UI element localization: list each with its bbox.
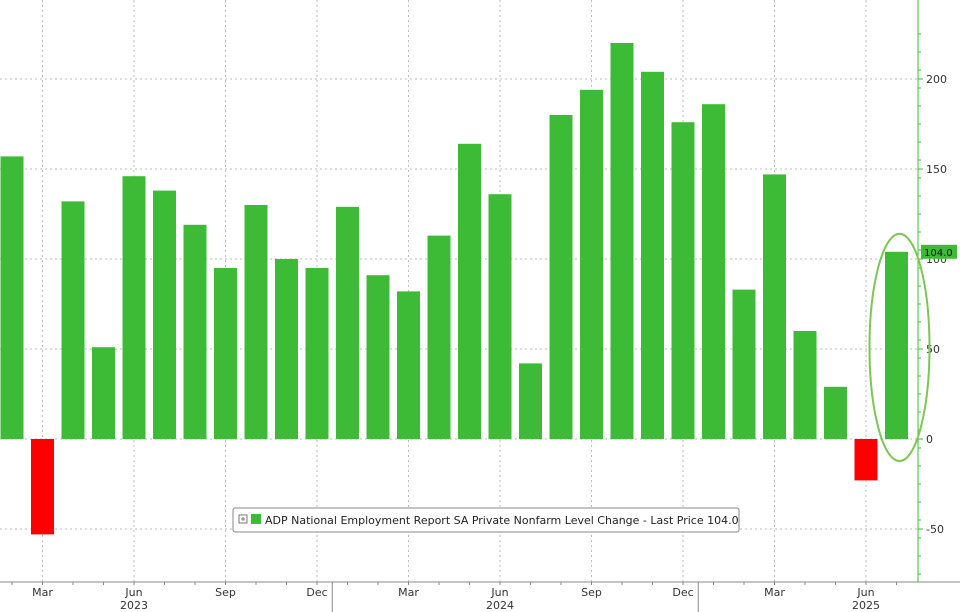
bar — [275, 259, 298, 439]
year-label: 2024 — [486, 599, 514, 612]
bar — [244, 205, 268, 439]
y-tick-label: 150 — [926, 163, 947, 176]
bar — [732, 289, 756, 439]
y-tick-label: -50 — [926, 523, 944, 536]
bar — [824, 386, 847, 439]
y-tick-label: 0 — [926, 433, 933, 446]
x-tick-label: Mar — [398, 586, 419, 599]
year-label: 2023 — [120, 599, 148, 612]
x-tick-label: Sep — [581, 586, 602, 599]
x-tick-label: Dec — [672, 586, 693, 599]
bar — [580, 89, 603, 440]
x-tick-label: Mar — [764, 586, 785, 599]
x-tick-label: Mar — [32, 586, 53, 599]
bar — [702, 104, 725, 439]
legend-swatch — [251, 514, 261, 524]
x-tick-label: Jun — [856, 586, 874, 599]
legend-box — [232, 507, 740, 533]
bar — [488, 194, 512, 439]
bar — [0, 156, 24, 439]
bar — [610, 43, 634, 439]
bar — [122, 176, 146, 439]
y-tick-label: 50 — [926, 343, 940, 356]
bar — [641, 71, 664, 440]
bar — [305, 268, 329, 439]
x-tick-label: Dec — [306, 586, 327, 599]
annotation-layer: 104.0 — [868, 232, 957, 462]
bar — [61, 201, 85, 439]
bar — [31, 439, 54, 535]
bar — [885, 251, 908, 439]
bar — [793, 331, 817, 439]
bar — [519, 363, 542, 439]
y-tick-label: 200 — [926, 73, 947, 86]
bar — [366, 275, 390, 439]
last-price-label: 104.0 — [924, 248, 953, 259]
bar — [214, 268, 237, 439]
bar — [458, 143, 481, 440]
last-price-tag — [921, 244, 957, 259]
year-label: 2025 — [852, 599, 880, 612]
legend-text: ADP National Employment Report SA Privat… — [265, 514, 739, 527]
bar — [854, 439, 878, 481]
bar — [427, 235, 451, 439]
bar — [549, 115, 573, 439]
x-tick-label: Sep — [215, 586, 236, 599]
bar-layer — [0, 43, 908, 535]
bar — [183, 224, 207, 439]
bar — [336, 206, 359, 439]
bar — [153, 190, 176, 439]
x-tick-label: Jun — [490, 586, 508, 599]
bar — [763, 174, 786, 439]
legend: ADP National Employment Report SA Privat… — [232, 507, 740, 533]
highlight-ellipse — [868, 232, 931, 462]
x-tick-label: Jun — [124, 586, 142, 599]
bar — [92, 347, 115, 439]
bar — [671, 122, 695, 439]
bar — [397, 291, 420, 439]
